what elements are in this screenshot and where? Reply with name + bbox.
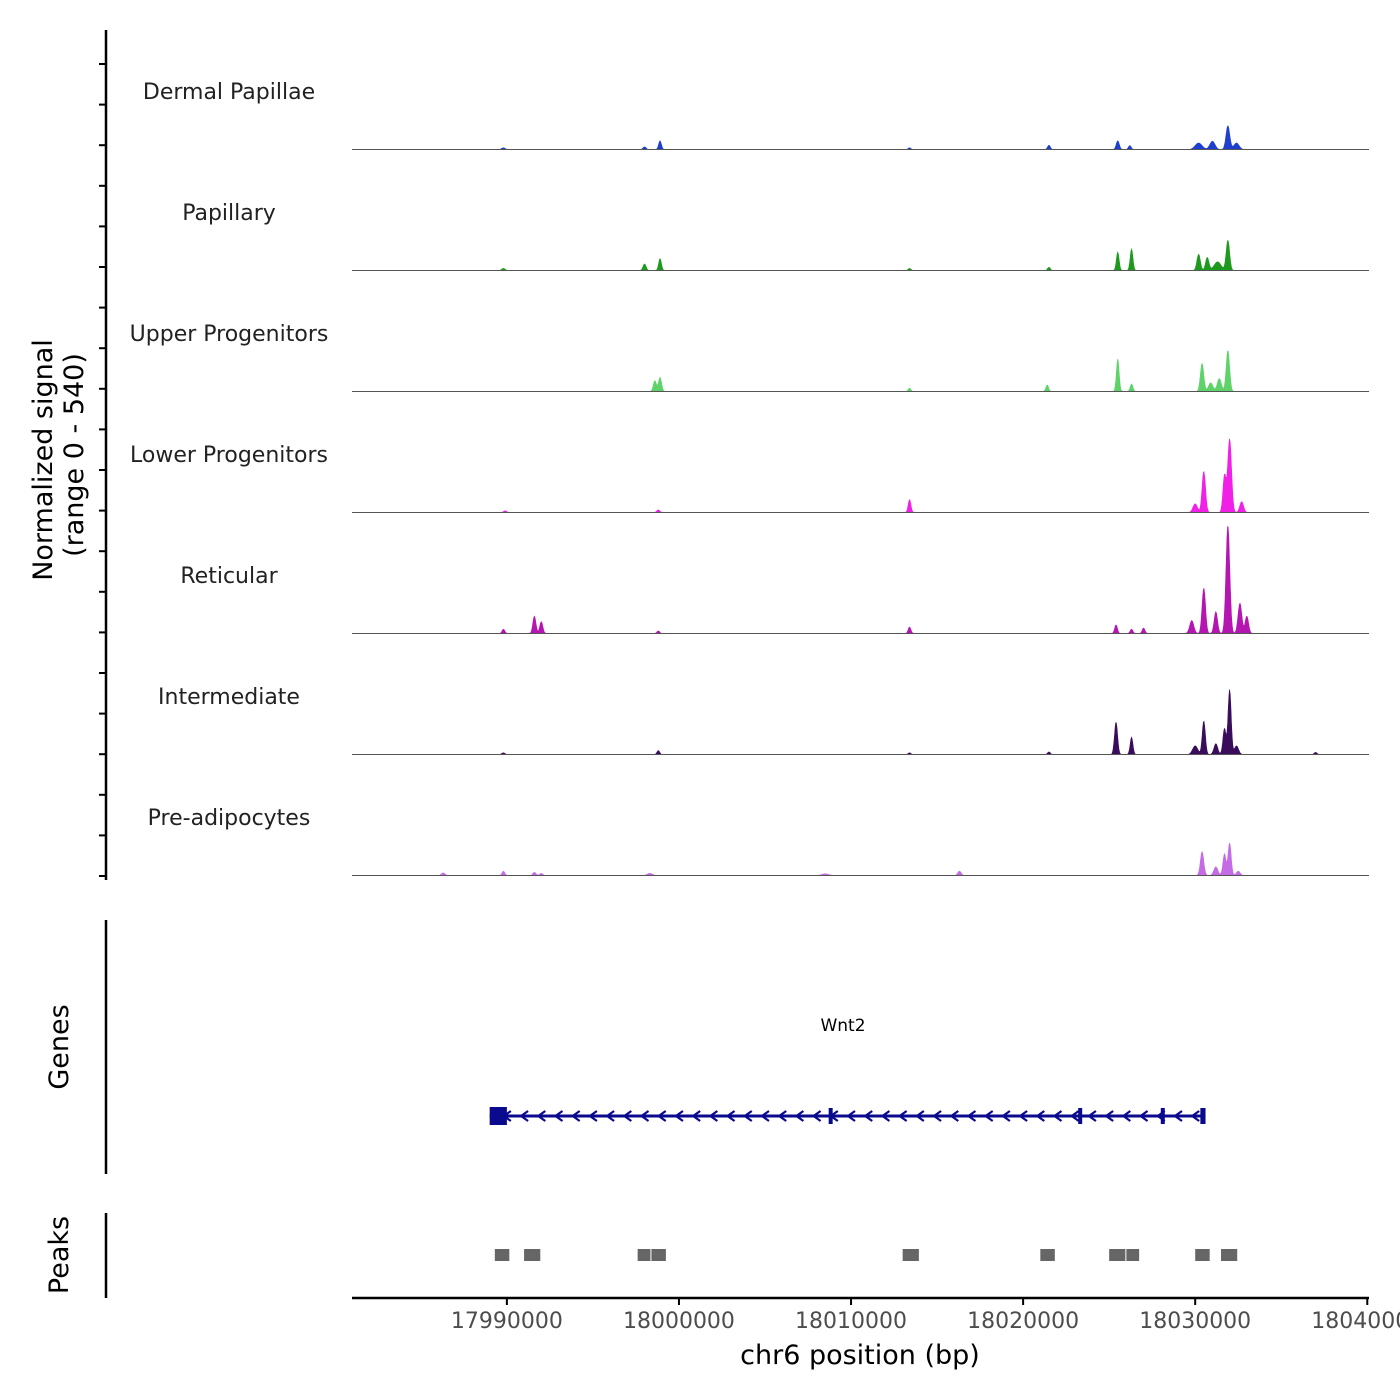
track-label: Upper Progenitors (130, 322, 329, 347)
peak-region (637, 1249, 651, 1261)
peaks-track-title: Peaks (44, 1216, 75, 1294)
strand-arrow (811, 1110, 822, 1122)
strand-arrow (1001, 1110, 1011, 1122)
y-axis-title-line1: Normalized signal (28, 339, 59, 581)
x-axis-title: chr6 position (bp) (740, 1340, 980, 1371)
strand-arrow (914, 1110, 925, 1122)
strand-arrow (725, 1110, 736, 1122)
peak-region (1040, 1249, 1055, 1261)
strand-arrow (1173, 1110, 1183, 1122)
strand-arrow (622, 1110, 632, 1122)
strand-arrow (966, 1110, 977, 1122)
track-label: Intermediate (158, 685, 300, 710)
strand-arrow (794, 1110, 805, 1122)
signal-area (352, 438, 1369, 513)
strand-arrow (846, 1110, 856, 1122)
track-label: Papillary (182, 201, 276, 226)
peak-region (1221, 1249, 1238, 1261)
strand-arrow (605, 1110, 615, 1122)
strand-arrow (1087, 1110, 1097, 1122)
gene-exon (489, 1107, 507, 1125)
strand-arrow (1138, 1110, 1149, 1122)
signal-area (352, 240, 1369, 271)
x-tick-label: 18040000 (1311, 1309, 1400, 1334)
track-papillary: Papillary (182, 201, 1369, 271)
track-upper-progenitors: Upper Progenitors (130, 322, 1369, 392)
track-reticular: Reticular (180, 526, 1369, 634)
strand-arrow (639, 1110, 650, 1122)
peak-region (1126, 1249, 1140, 1261)
signal-area (352, 125, 1369, 150)
signal-y-axis (99, 30, 108, 880)
strand-arrow (897, 1110, 908, 1122)
track-pre-adipocytes: Pre-adipocytes (148, 806, 1369, 876)
strand-arrow (588, 1110, 598, 1122)
signal-area (352, 526, 1369, 634)
track-label: Pre-adipocytes (148, 806, 311, 831)
strand-arrow (656, 1110, 667, 1122)
track-label: Reticular (180, 564, 278, 589)
signal-tracks: Dermal Papillae Papillary Upper Progenitor… (130, 80, 1369, 876)
strand-arrow (777, 1110, 787, 1122)
gene-exon (1160, 1108, 1165, 1124)
genes-track-title: Genes (44, 1004, 75, 1089)
strand-arrow (708, 1110, 719, 1122)
x-tick-label: 18020000 (967, 1309, 1079, 1334)
strand-arrow (1018, 1110, 1028, 1122)
track-lower-progenitors: Lower Progenitors (130, 438, 1369, 513)
strand-arrow (1052, 1110, 1063, 1122)
strand-arrow (760, 1110, 770, 1122)
strand-arrow (536, 1110, 546, 1122)
peak-region (902, 1249, 919, 1261)
strand-arrow (1104, 1110, 1114, 1122)
signal-area (352, 842, 1369, 876)
x-tick-label: 18010000 (795, 1309, 907, 1334)
track-label: Lower Progenitors (130, 443, 328, 468)
gene-exon (1200, 1108, 1206, 1124)
x-tick-label: 18030000 (1139, 1309, 1251, 1334)
peak-region (524, 1249, 541, 1261)
strand-arrow (691, 1110, 701, 1122)
track-label: Dermal Papillae (143, 80, 315, 105)
signal-area (352, 350, 1369, 392)
strand-arrow (949, 1110, 959, 1122)
strand-arrow (519, 1110, 529, 1122)
peak-regions (494, 1249, 1238, 1261)
peak-region (1195, 1249, 1210, 1261)
strand-arrow (1121, 1110, 1132, 1122)
x-tick-label: 18000000 (623, 1309, 735, 1334)
strand-arrow (742, 1110, 753, 1122)
strand-arrow (1190, 1110, 1200, 1122)
peak-region (494, 1249, 510, 1261)
track-dermal-papillae: Dermal Papillae (143, 80, 1369, 150)
gene-exon (828, 1108, 833, 1124)
strand-arrow (863, 1110, 873, 1122)
strand-arrow (674, 1110, 684, 1122)
gene-name-label: Wnt2 (820, 1016, 865, 1036)
strand-arrow (1069, 1110, 1080, 1122)
x-axis: 17990000 18000000 18010000 18020000 18030000… (352, 1296, 1400, 1334)
strand-arrow (1035, 1110, 1045, 1122)
signal-area (352, 689, 1369, 755)
strand-arrow (983, 1110, 994, 1122)
gene-exon (1078, 1108, 1083, 1124)
strand-arrow (553, 1110, 564, 1122)
peak-region (1109, 1249, 1126, 1261)
peak-region (651, 1249, 666, 1261)
strand-arrow (932, 1110, 942, 1122)
strand-arrow (570, 1110, 581, 1122)
track-intermediate: Intermediate (158, 685, 1369, 755)
strand-arrow (880, 1110, 891, 1122)
x-tick-label: 17990000 (451, 1309, 563, 1334)
y-axis-title-line2: (range 0 - 540) (59, 353, 90, 557)
gene-model (489, 1107, 1206, 1125)
